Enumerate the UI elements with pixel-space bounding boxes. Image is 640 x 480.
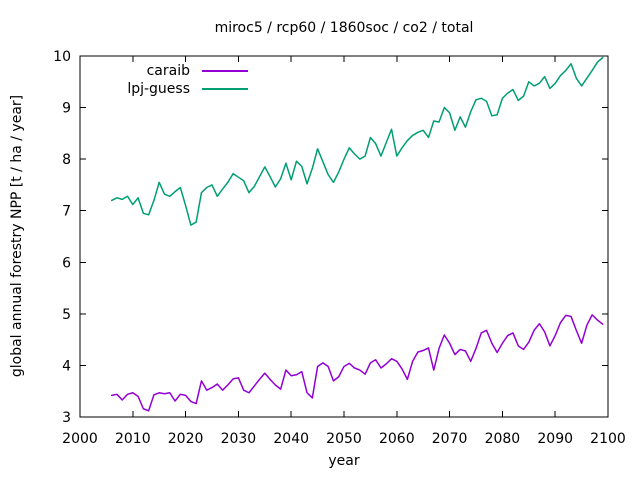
svg-text:3: 3 bbox=[62, 410, 71, 426]
svg-text:2070: 2070 bbox=[432, 431, 468, 447]
svg-text:9: 9 bbox=[62, 101, 71, 117]
legend-label: lpj-guess bbox=[127, 81, 190, 97]
svg-text:8: 8 bbox=[62, 152, 71, 168]
svg-text:2010: 2010 bbox=[115, 431, 151, 447]
svg-text:2040: 2040 bbox=[273, 431, 309, 447]
svg-text:10: 10 bbox=[53, 49, 71, 65]
svg-text:2020: 2020 bbox=[168, 431, 204, 447]
legend-entry-caraib: caraib bbox=[80, 62, 248, 80]
svg-text:4: 4 bbox=[62, 358, 71, 374]
svg-text:5: 5 bbox=[62, 307, 71, 323]
chart-title: miroc5 / rcp60 / 1860soc / co2 / total bbox=[214, 20, 474, 36]
svg-text:2030: 2030 bbox=[221, 431, 257, 447]
legend: caraib lpj-guess bbox=[80, 62, 248, 98]
y-axis-label: global annual forestry NPP [t / ha / yea… bbox=[9, 94, 25, 378]
legend-label: caraib bbox=[146, 63, 190, 79]
legend-line-sample bbox=[202, 70, 248, 72]
svg-text:2100: 2100 bbox=[590, 431, 626, 447]
svg-text:2000: 2000 bbox=[62, 431, 98, 447]
svg-text:2080: 2080 bbox=[485, 431, 521, 447]
svg-text:7: 7 bbox=[62, 204, 71, 220]
svg-text:6: 6 bbox=[62, 255, 71, 271]
svg-text:2090: 2090 bbox=[537, 431, 573, 447]
svg-text:2060: 2060 bbox=[379, 431, 415, 447]
legend-line-sample bbox=[202, 88, 248, 90]
legend-entry-lpj-guess: lpj-guess bbox=[80, 80, 248, 98]
svg-text:2050: 2050 bbox=[326, 431, 362, 447]
x-axis-label: year bbox=[328, 453, 360, 469]
